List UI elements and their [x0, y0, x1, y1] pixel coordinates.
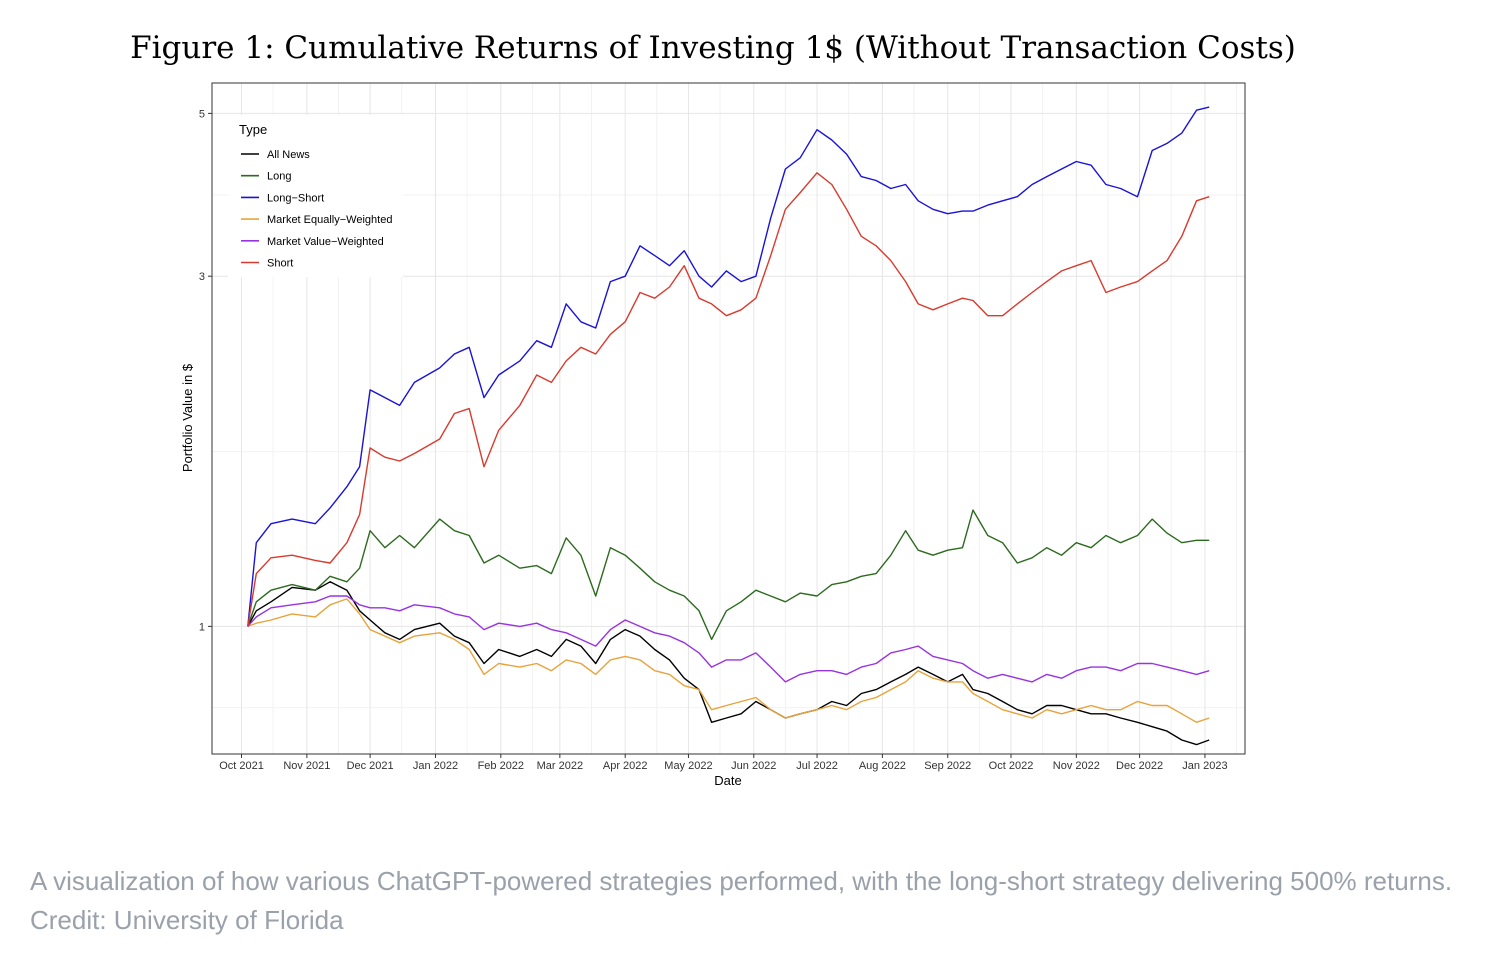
y-axis-title: Portfolio Value in $: [180, 363, 195, 472]
series-line-0: [247, 581, 1210, 746]
legend-items: All News Long Long−Short Market Equally−Wei…: [241, 149, 392, 270]
x-tick-label: Apr 2022: [603, 760, 648, 772]
x-tick-label: Nov 2022: [1053, 760, 1100, 772]
legend-label-5: Short: [267, 258, 293, 270]
y-tick-label: 1: [199, 621, 205, 633]
legend-label-4: Market Value−Weighted: [267, 236, 384, 248]
x-tick-label: Jul 2022: [796, 760, 838, 772]
x-tick-label: Dec 2021: [347, 760, 394, 772]
figure-title: Figure 1: Cumulative Returns of Investin…: [130, 30, 1296, 66]
x-tick-label: Jan 2023: [1182, 760, 1227, 772]
x-axis-title: Date: [714, 773, 741, 788]
x-tick-label: Dec 2022: [1116, 760, 1163, 772]
x-tick-label: Sep 2022: [924, 760, 971, 772]
series-line-2: [247, 106, 1210, 627]
figure-caption: A visualization of how various ChatGPT-p…: [30, 866, 1453, 935]
x-tick-label: Mar 2022: [537, 760, 583, 772]
series-line-4: [247, 595, 1210, 683]
series-line-1: [247, 509, 1210, 641]
legend: Type All News Long Long−Short Market Equall…: [228, 115, 403, 277]
legend-label-1: Long: [267, 171, 291, 183]
series-line-5: [247, 172, 1210, 627]
legend-label-3: Market Equally−Weighted: [267, 214, 392, 226]
x-tick-label: May 2022: [664, 760, 712, 772]
x-tick-label: Nov 2021: [283, 760, 330, 772]
axis-layer: Oct 2021 Nov 2021 Dec 2021 Jan 2022 Feb 2022…: [199, 108, 1228, 772]
legend-background: [228, 115, 403, 277]
plot-panel-border: [211, 82, 1246, 755]
x-tick-label: Oct 2022: [989, 760, 1034, 772]
series-layer: [247, 106, 1210, 746]
series-line-3: [247, 598, 1210, 723]
x-tick-label: Oct 2021: [219, 760, 264, 772]
legend-label-2: Long−Short: [267, 192, 324, 204]
x-tick-label: Feb 2022: [478, 760, 524, 772]
legend-title: Type: [239, 122, 267, 137]
y-tick-label: 3: [199, 271, 205, 283]
y-tick-label: 5: [199, 108, 205, 120]
legend-label-0: All News: [267, 149, 310, 161]
x-tick-label: Jan 2022: [413, 760, 458, 772]
x-tick-label: Jun 2022: [731, 760, 776, 772]
x-tick-label: Aug 2022: [859, 760, 906, 772]
